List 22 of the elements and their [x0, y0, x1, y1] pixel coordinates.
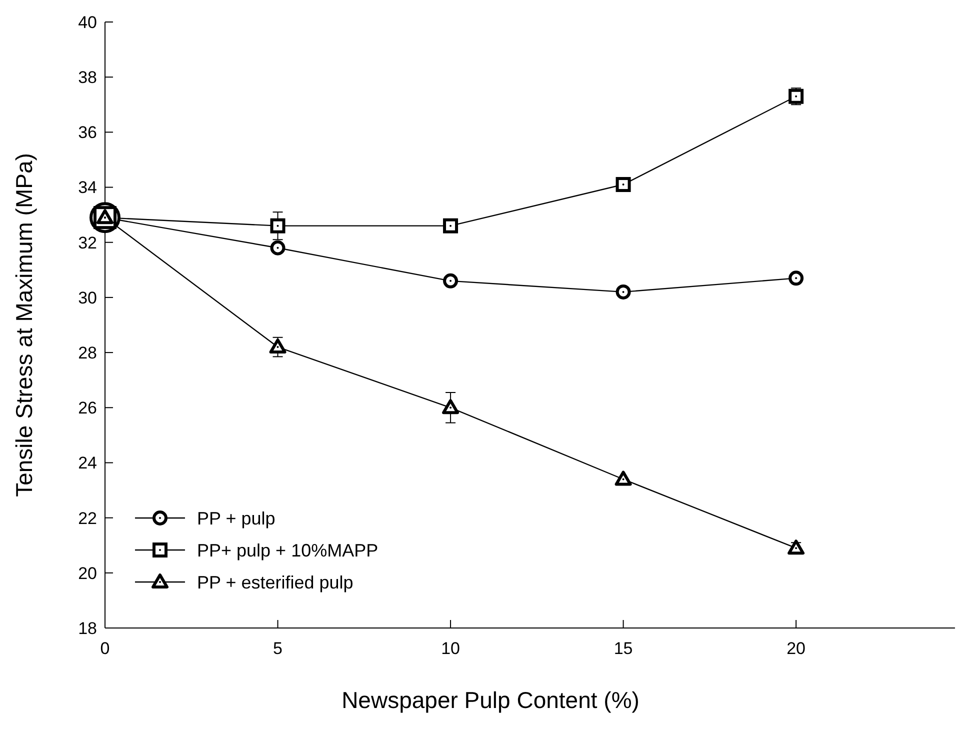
y-tick-label: 24 — [78, 454, 97, 473]
y-tick-label: 30 — [78, 288, 97, 308]
legend-label: PP + pulp — [197, 508, 276, 528]
y-tick-label: 36 — [78, 123, 97, 142]
x-axis-title: Newspaper Pulp Content (%) — [342, 687, 640, 713]
x-tick-label: 10 — [441, 639, 460, 658]
y-tick-label: 32 — [78, 233, 97, 252]
y-tick-label: 38 — [78, 68, 97, 88]
y-tick-label: 26 — [78, 398, 97, 418]
legend-label: PP+ pulp + 10%MAPP — [197, 540, 378, 560]
y-axis-title: Tensile Stress at Maximum (MPa) — [11, 153, 37, 497]
x-tick-label: 0 — [100, 639, 110, 658]
y-tick-label: 22 — [78, 508, 97, 528]
legend-label: PP + esterified pulp — [197, 572, 354, 592]
x-tick-label: 20 — [786, 639, 806, 658]
y-tick-label: 34 — [78, 178, 97, 198]
y-tick-label: 20 — [78, 564, 97, 583]
y-tick-label: 18 — [78, 618, 97, 638]
x-tick-label: 5 — [273, 639, 282, 658]
y-tick-label: 40 — [78, 12, 97, 32]
x-tick-label: 15 — [614, 639, 633, 658]
y-tick-label: 28 — [78, 343, 97, 362]
